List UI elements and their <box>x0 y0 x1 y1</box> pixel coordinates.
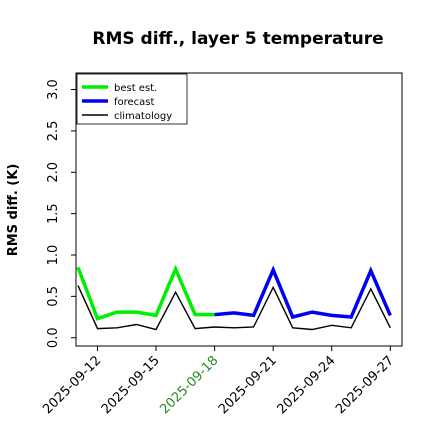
y-tick-label: 2.0 <box>46 162 61 183</box>
series-line-forecast <box>214 265 392 320</box>
y-axis: 0.0 0.5 1.0 1.5 2.0 2.5 3.0 <box>46 79 76 348</box>
legend-label-forecast: forecast <box>114 97 155 108</box>
legend: best est. forecast climatology <box>76 73 188 125</box>
series-line-climatology <box>77 285 391 331</box>
y-tick-label: 2.5 <box>46 121 61 142</box>
y-tick-label: 1.5 <box>46 203 61 224</box>
y-axis-label: RMS diff. (K) <box>6 164 21 257</box>
x-tick-label: 2025-09-27 <box>333 353 397 417</box>
x-tick-label: 2025-09-18 <box>157 353 221 417</box>
legend-label-best-est: best est. <box>114 83 157 94</box>
x-axis: 2025-09-122025-09-152025-09-182025-09-21… <box>40 346 397 417</box>
y-tick-label: 3.0 <box>46 79 61 100</box>
y-tick-label: 0.0 <box>46 327 61 348</box>
plot-frame <box>75 72 403 347</box>
x-tick-label: 2025-09-24 <box>275 353 339 417</box>
series-layer <box>76 264 392 331</box>
series-line-best-est <box>76 264 215 321</box>
y-tick-label: 1.0 <box>46 245 61 266</box>
y-tick-label: 0.5 <box>46 286 61 307</box>
chart-title: RMS diff., layer 5 temperature <box>92 29 383 49</box>
x-tick-label: 2025-09-15 <box>99 353 163 417</box>
x-tick-label: 2025-09-12 <box>40 353 104 417</box>
x-tick-label: 2025-09-21 <box>216 353 280 417</box>
legend-label-climatology: climatology <box>114 111 172 122</box>
